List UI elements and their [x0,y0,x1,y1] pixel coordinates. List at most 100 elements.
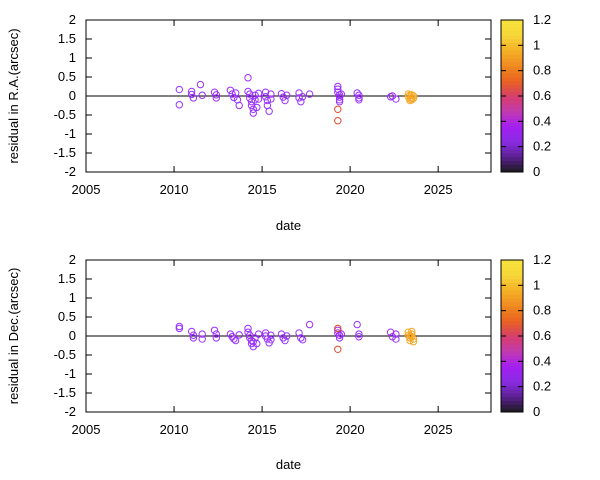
data-point [337,90,346,98]
data-point [406,332,414,340]
data-point [355,96,363,104]
data-point [392,335,400,343]
data-point [297,334,305,342]
colorbar-band [501,263,523,269]
data-point [253,103,261,112]
data-point [187,87,196,96]
data-point [335,98,344,106]
x-axis-label: date [276,457,301,472]
data-point [249,338,257,346]
data-point [409,338,418,346]
data-point [277,90,286,98]
colorbar-band [501,84,523,89]
data-point [230,335,238,343]
data-point [408,327,416,336]
data-point [267,95,275,103]
colorbar-band [501,46,523,51]
colorbar-band [501,404,523,409]
colorbar-band [501,50,523,55]
data-point [212,330,221,338]
data-point [386,328,395,336]
data-point [406,336,414,345]
data-point [244,324,252,333]
colorbar-band [501,355,523,360]
data-point [212,91,221,99]
colorbar-band [501,294,523,299]
colorbar-tick-label: 0.4 [533,113,551,128]
colorbar-band [501,279,523,284]
colorbar-band [501,377,523,383]
x-tick-label: 2015 [248,182,277,197]
data-point [298,336,307,344]
y-tick-label: -2 [64,164,76,179]
data-point [406,96,414,105]
y-tick-label: 1.5 [58,31,76,46]
colorbar-tick-label: 1 [533,277,540,292]
colorbar-band [501,328,523,333]
data-point [355,91,363,99]
data-point [353,89,361,97]
data-point [249,109,257,117]
colorbar-band [501,282,523,288]
data-point [244,74,252,82]
data-point [283,332,291,340]
colorbar-band [501,134,523,139]
colorbar-band [501,313,523,318]
colorbar-band [501,92,523,97]
data-point [297,98,305,106]
data-point [392,330,400,338]
data-point [295,94,303,102]
data-point [334,345,342,353]
colorbar-tick-label: 0.8 [533,63,551,78]
data-point [247,98,256,106]
colorbar-band [501,126,523,131]
x-tick-label: 2020 [336,422,365,437]
data-point [253,339,261,348]
data-point [231,89,240,97]
data-point [279,93,287,101]
colorbar-band [501,332,523,337]
colorbar-band [501,301,523,307]
data-point [228,90,236,98]
data-point [246,90,254,98]
colorbar-band [501,65,523,70]
colorbar-band [501,107,523,112]
y-tick-label: -1 [64,126,76,141]
colorbar-band [501,103,523,108]
colorbar-tick-label: 0 [533,404,540,419]
data-point [175,322,184,331]
data-point [189,94,198,102]
data-point [187,90,196,99]
data-point [231,336,240,345]
colorbar-band [501,35,523,40]
y-tick-label: -1.5 [54,385,76,400]
colorbar-band [501,358,523,364]
data-point [254,89,263,98]
colorbar-band [501,54,523,59]
colorbar-band [501,20,523,25]
data-point [337,330,346,338]
data-point [198,330,206,338]
colorbar-band [501,153,523,158]
colorbar-band [501,164,523,169]
x-tick-label: 2010 [160,182,189,197]
colorbar-tick-label: 1.2 [533,252,551,267]
data-point [335,331,344,339]
data-point [277,330,286,338]
data-point [283,91,291,99]
x-axis-label: date [276,218,301,233]
colorbar-band [501,31,523,36]
data-point [198,91,206,99]
colorbar-band [501,160,523,165]
colorbar-tick-label: 1.2 [533,12,551,27]
data-point [298,93,307,101]
y-tick-label: 0 [69,88,76,103]
y-tick-label: 0.5 [58,309,76,324]
colorbar-band [501,320,523,326]
colorbar-band [501,389,523,394]
colorbar-band [501,324,523,329]
data-point [334,105,342,114]
data-point [247,101,256,110]
data-point [189,331,198,339]
